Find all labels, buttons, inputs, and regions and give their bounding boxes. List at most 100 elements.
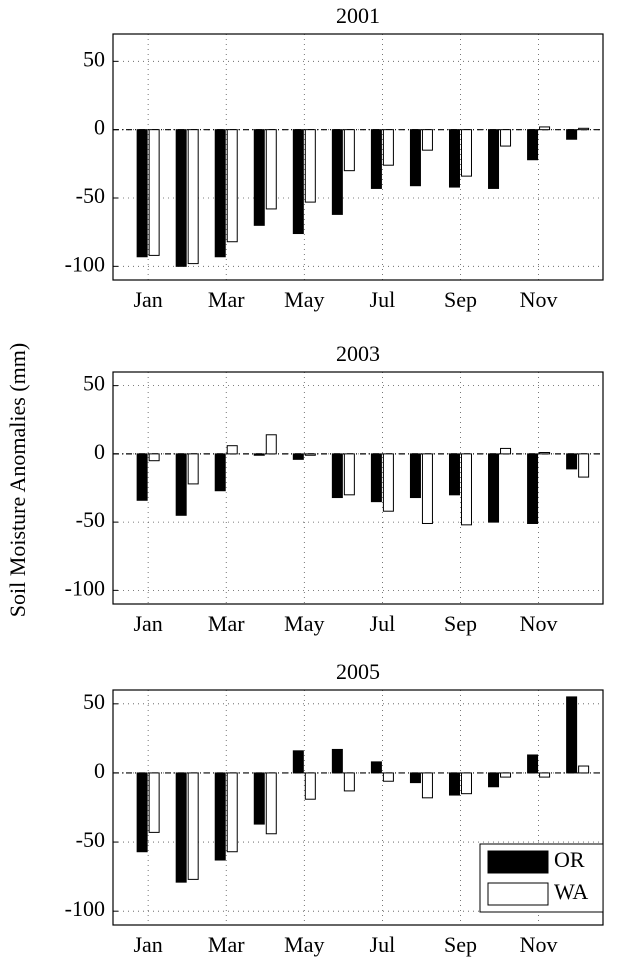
bar bbox=[578, 453, 590, 478]
bar bbox=[148, 453, 160, 462]
bar bbox=[343, 772, 355, 792]
bar bbox=[343, 129, 355, 172]
bar bbox=[331, 129, 343, 215]
x-tick-label: Sep bbox=[444, 611, 477, 636]
bar bbox=[304, 772, 316, 800]
bar bbox=[421, 772, 433, 799]
legend-label: WA bbox=[554, 879, 588, 904]
bar bbox=[292, 129, 304, 235]
bar bbox=[304, 453, 316, 456]
bar bbox=[578, 765, 590, 774]
x-tick-label: Jul bbox=[370, 932, 396, 957]
bar bbox=[448, 772, 460, 796]
bar bbox=[539, 772, 551, 778]
bar bbox=[488, 453, 500, 523]
bar bbox=[566, 696, 578, 774]
y-tick-label: -50 bbox=[76, 507, 105, 532]
bar bbox=[500, 772, 512, 778]
y-tick-label: -50 bbox=[76, 183, 105, 208]
x-tick-label: Nov bbox=[520, 611, 558, 636]
chart-title: 2001 bbox=[336, 3, 380, 28]
bar bbox=[136, 772, 148, 853]
y-tick-label: 50 bbox=[83, 371, 105, 396]
bar bbox=[488, 129, 500, 189]
bar bbox=[382, 772, 394, 782]
bar bbox=[175, 453, 187, 516]
bar bbox=[265, 772, 277, 835]
bar bbox=[370, 761, 382, 774]
legend-swatch bbox=[487, 850, 549, 874]
bar bbox=[409, 772, 421, 784]
x-tick-label: May bbox=[284, 287, 324, 312]
bar bbox=[265, 434, 277, 455]
bar bbox=[382, 129, 394, 166]
y-tick-label: -100 bbox=[65, 575, 105, 600]
bar bbox=[175, 772, 187, 883]
x-tick-label: May bbox=[284, 932, 324, 957]
y-tick-label: -50 bbox=[76, 827, 105, 852]
chart-title: 2003 bbox=[336, 341, 380, 366]
bar bbox=[382, 453, 394, 512]
x-tick-label: Jul bbox=[370, 611, 396, 636]
y-tick-label: -100 bbox=[65, 896, 105, 921]
y-axis-label: Soil Moisture Anomalies (mm) bbox=[5, 343, 30, 617]
bar bbox=[214, 129, 226, 258]
x-tick-label: Mar bbox=[208, 611, 245, 636]
bar bbox=[460, 772, 472, 795]
bar bbox=[331, 453, 343, 499]
bar bbox=[148, 129, 160, 256]
bar bbox=[527, 754, 539, 774]
plot-frame bbox=[112, 371, 604, 605]
bar bbox=[409, 453, 421, 499]
bar bbox=[488, 772, 500, 788]
bar bbox=[187, 129, 199, 265]
x-tick-label: Mar bbox=[208, 932, 245, 957]
bar bbox=[265, 129, 277, 210]
bar bbox=[304, 129, 316, 203]
x-tick-label: Jan bbox=[133, 611, 162, 636]
plot-frame bbox=[112, 689, 604, 926]
bar bbox=[500, 129, 512, 147]
bar bbox=[331, 748, 343, 774]
legend-label: OR bbox=[554, 847, 585, 872]
x-tick-label: Mar bbox=[208, 287, 245, 312]
bar bbox=[409, 129, 421, 187]
bar bbox=[187, 453, 199, 485]
bar bbox=[566, 453, 578, 470]
bar bbox=[460, 453, 472, 526]
y-tick-label: -100 bbox=[65, 251, 105, 276]
y-tick-label: 50 bbox=[83, 46, 105, 71]
bar bbox=[136, 129, 148, 258]
bar bbox=[448, 129, 460, 188]
bar bbox=[253, 453, 265, 456]
bar bbox=[539, 452, 551, 455]
bar bbox=[214, 453, 226, 492]
bar bbox=[253, 129, 265, 226]
x-tick-label: Jan bbox=[133, 287, 162, 312]
bar bbox=[578, 127, 590, 131]
bar bbox=[226, 445, 238, 455]
chart-title: 2005 bbox=[336, 659, 380, 684]
bar bbox=[343, 453, 355, 496]
bar bbox=[253, 772, 265, 825]
bar bbox=[370, 453, 382, 503]
x-tick-label: Sep bbox=[444, 932, 477, 957]
x-tick-label: Jan bbox=[133, 932, 162, 957]
bar bbox=[448, 453, 460, 496]
bar bbox=[175, 129, 187, 267]
bar bbox=[566, 129, 578, 140]
bar bbox=[500, 447, 512, 455]
bar bbox=[421, 129, 433, 151]
bar bbox=[187, 772, 199, 880]
x-tick-label: Nov bbox=[520, 287, 558, 312]
bar bbox=[136, 453, 148, 501]
x-tick-label: Sep bbox=[444, 287, 477, 312]
bar bbox=[214, 772, 226, 861]
bar bbox=[148, 772, 160, 833]
bar bbox=[539, 126, 551, 131]
x-tick-label: Nov bbox=[520, 932, 558, 957]
y-tick-label: 0 bbox=[94, 439, 105, 464]
bar bbox=[527, 453, 539, 524]
bar bbox=[460, 129, 472, 177]
